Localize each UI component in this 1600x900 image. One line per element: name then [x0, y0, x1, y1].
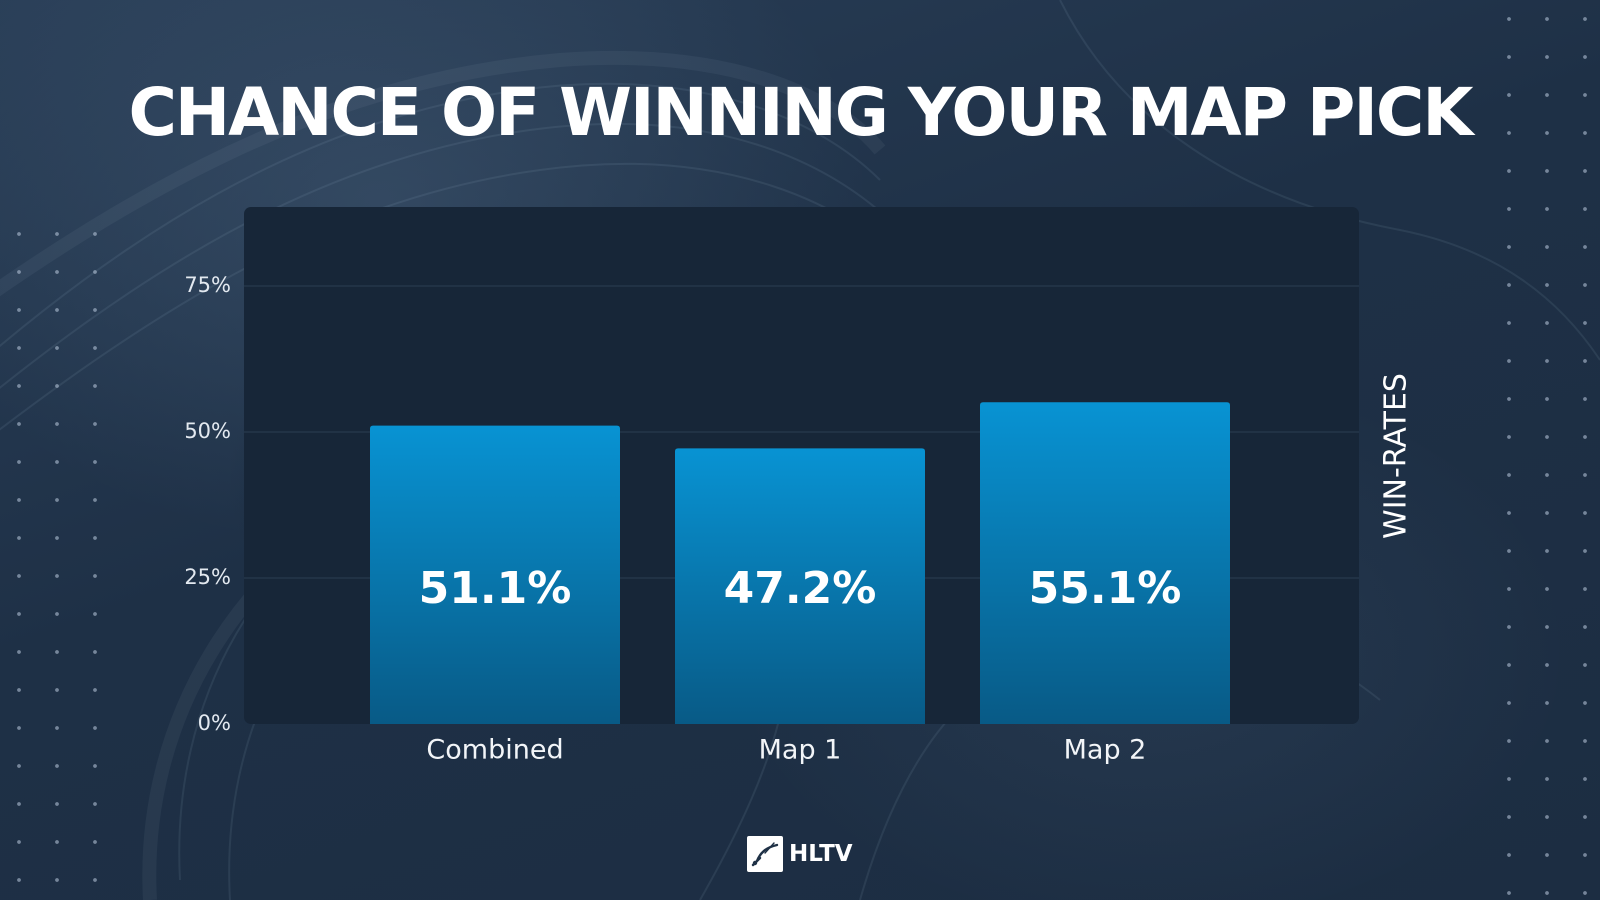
x-tick-label: Map 1 [759, 735, 842, 766]
bar [370, 425, 620, 724]
y-tick-label: 0% [198, 711, 231, 735]
y-axis-title: WIN-RATES [1379, 373, 1414, 539]
data-label: 51.1% [419, 563, 572, 614]
y-tick-label: 25% [184, 565, 231, 589]
y-tick-label: 50% [184, 419, 231, 443]
bars: 51.1% 47.2% 55.1% [370, 402, 1230, 724]
hltv-logo-text: HLTV [789, 841, 853, 867]
bar [980, 402, 1230, 724]
x-tick-label: Combined [426, 735, 563, 766]
x-tick-label: Map 2 [1064, 735, 1147, 766]
y-axis-ticks: 0% 25% 50% 75% [184, 273, 231, 735]
x-axis-ticks: Combined Map 1 Map 2 [426, 735, 1146, 766]
y-tick-label: 75% [184, 273, 231, 297]
decorative-dot-grid-right [1490, 0, 1600, 900]
bar [675, 448, 925, 724]
data-label: 55.1% [1029, 563, 1182, 614]
decorative-dot-grid-left [0, 215, 115, 900]
data-label: 47.2% [724, 563, 877, 614]
hltv-logo: HLTV [747, 835, 853, 873]
hltv-logo-icon [747, 836, 783, 872]
chart-title: CHANCE OF WINNING YOUR MAP PICK [128, 74, 1474, 151]
